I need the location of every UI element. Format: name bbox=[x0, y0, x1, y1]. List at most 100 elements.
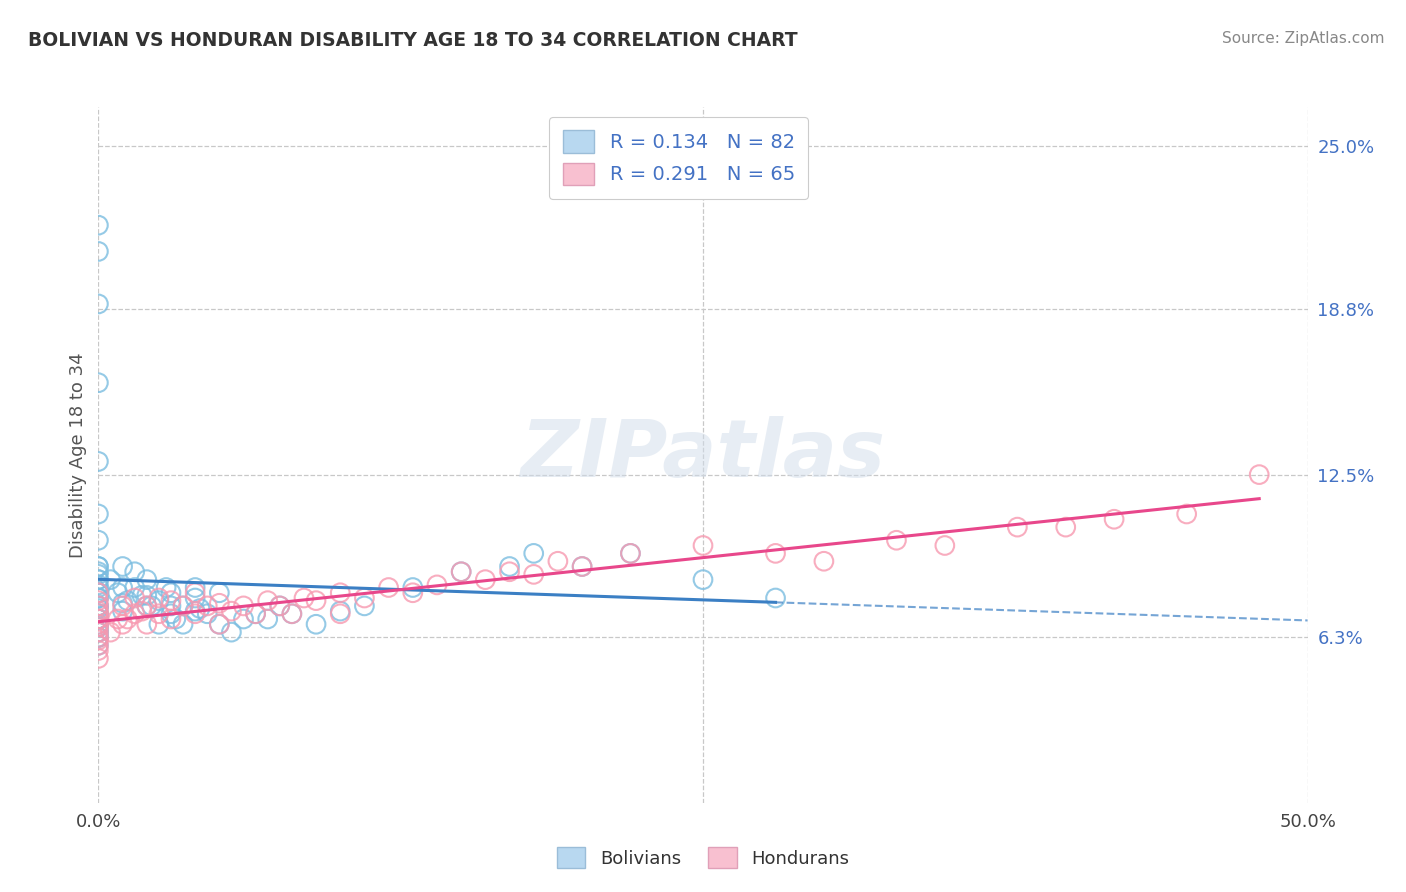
Point bbox=[619, 546, 641, 560]
Point bbox=[221, 625, 243, 640]
Point bbox=[87, 617, 110, 632]
Point bbox=[100, 625, 122, 640]
Point bbox=[256, 612, 278, 626]
Point bbox=[87, 607, 110, 621]
Point bbox=[111, 617, 134, 632]
Point bbox=[87, 612, 110, 626]
Point bbox=[305, 617, 328, 632]
Point bbox=[87, 601, 110, 615]
Point bbox=[87, 643, 110, 657]
Point bbox=[329, 607, 352, 621]
Point bbox=[281, 607, 304, 621]
Point bbox=[523, 546, 546, 560]
Point bbox=[571, 559, 593, 574]
Point bbox=[131, 604, 153, 618]
Point bbox=[221, 604, 243, 618]
Point bbox=[87, 620, 110, 634]
Point bbox=[87, 604, 110, 618]
Point bbox=[141, 599, 163, 613]
Point bbox=[148, 607, 170, 621]
Point bbox=[87, 573, 110, 587]
Point bbox=[87, 625, 110, 640]
Point bbox=[111, 581, 134, 595]
Point bbox=[498, 565, 520, 579]
Point bbox=[87, 586, 110, 600]
Point bbox=[148, 591, 170, 605]
Point bbox=[165, 612, 187, 626]
Point bbox=[232, 612, 254, 626]
Point bbox=[1054, 520, 1077, 534]
Point bbox=[124, 581, 146, 595]
Point bbox=[87, 586, 110, 600]
Point bbox=[281, 607, 304, 621]
Point bbox=[160, 607, 183, 621]
Point bbox=[131, 588, 153, 602]
Text: ZIPatlas: ZIPatlas bbox=[520, 416, 886, 494]
Point bbox=[87, 591, 110, 605]
Point bbox=[87, 620, 110, 634]
Point bbox=[87, 559, 110, 574]
Point bbox=[117, 593, 139, 607]
Point bbox=[87, 567, 110, 582]
Point bbox=[402, 581, 425, 595]
Point bbox=[208, 617, 231, 632]
Point bbox=[208, 586, 231, 600]
Point bbox=[87, 586, 110, 600]
Point bbox=[256, 593, 278, 607]
Point bbox=[160, 599, 183, 613]
Point bbox=[117, 612, 139, 626]
Point bbox=[208, 617, 231, 632]
Point bbox=[87, 607, 110, 621]
Point bbox=[765, 591, 787, 605]
Point bbox=[111, 559, 134, 574]
Point bbox=[87, 599, 110, 613]
Point bbox=[124, 565, 146, 579]
Point bbox=[148, 593, 170, 607]
Point bbox=[87, 297, 110, 311]
Point bbox=[135, 588, 157, 602]
Legend: Bolivians, Hondurans: Bolivians, Hondurans bbox=[547, 838, 859, 877]
Point bbox=[245, 607, 267, 621]
Point bbox=[402, 586, 425, 600]
Point bbox=[1175, 507, 1198, 521]
Point bbox=[87, 599, 110, 613]
Point bbox=[155, 581, 177, 595]
Point bbox=[87, 507, 110, 521]
Point bbox=[111, 599, 134, 613]
Point bbox=[87, 607, 110, 621]
Point bbox=[269, 599, 291, 613]
Point bbox=[450, 565, 472, 579]
Point bbox=[353, 591, 375, 605]
Point bbox=[160, 593, 183, 607]
Point bbox=[87, 573, 110, 587]
Point bbox=[184, 591, 207, 605]
Point bbox=[148, 617, 170, 632]
Point bbox=[87, 533, 110, 548]
Point bbox=[87, 376, 110, 390]
Point bbox=[172, 599, 194, 613]
Point bbox=[195, 607, 218, 621]
Point bbox=[87, 593, 110, 607]
Point bbox=[107, 612, 129, 626]
Point bbox=[87, 612, 110, 626]
Point bbox=[87, 638, 110, 652]
Point bbox=[87, 633, 110, 648]
Y-axis label: Disability Age 18 to 34: Disability Age 18 to 34 bbox=[69, 352, 87, 558]
Point bbox=[474, 573, 496, 587]
Point bbox=[232, 599, 254, 613]
Point bbox=[184, 581, 207, 595]
Point bbox=[87, 631, 110, 645]
Point bbox=[87, 244, 110, 259]
Point bbox=[208, 596, 231, 610]
Point bbox=[765, 546, 787, 560]
Point bbox=[426, 578, 449, 592]
Point bbox=[87, 559, 110, 574]
Point bbox=[87, 454, 110, 468]
Point bbox=[87, 625, 110, 640]
Point bbox=[305, 593, 328, 607]
Point bbox=[87, 599, 110, 613]
Point bbox=[160, 612, 183, 626]
Point bbox=[124, 607, 146, 621]
Point bbox=[87, 651, 110, 665]
Point bbox=[292, 591, 315, 605]
